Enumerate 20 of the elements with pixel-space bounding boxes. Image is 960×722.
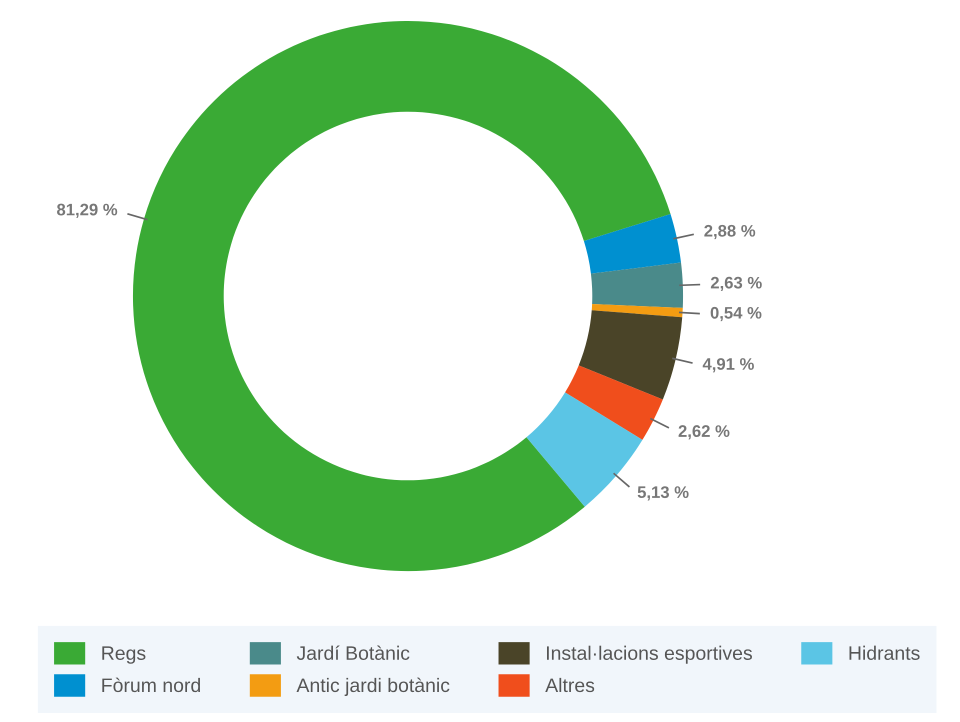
- donut-slice: [592, 304, 683, 318]
- legend-label: Altres: [545, 678, 594, 692]
- data-label: 2,88 %: [704, 224, 756, 240]
- donut-slice: [132, 20, 671, 572]
- legend-label: Instal·lacions esportives: [546, 646, 752, 664]
- data-label: 2,62 %: [678, 425, 730, 440]
- data-label: 0,54 %: [710, 306, 762, 322]
- legend-label: Jardí Botànic: [296, 645, 410, 660]
- donut-slice: [584, 214, 682, 274]
- legend-label: Fòrum nord: [102, 678, 200, 692]
- legend-label: Antic jardi botànic: [296, 678, 450, 696]
- legend-label: Hidrants: [850, 646, 920, 660]
- donut-slice: [590, 262, 684, 308]
- donut-slice: [565, 365, 663, 440]
- donut-slice: [578, 310, 682, 400]
- legend-label: Regs: [102, 646, 146, 664]
- data-label: 5,13 %: [638, 486, 689, 500]
- data-label: 2,63 %: [710, 276, 762, 292]
- data-label: 81,29 %: [57, 204, 118, 218]
- data-label: 4,91 %: [702, 358, 754, 372]
